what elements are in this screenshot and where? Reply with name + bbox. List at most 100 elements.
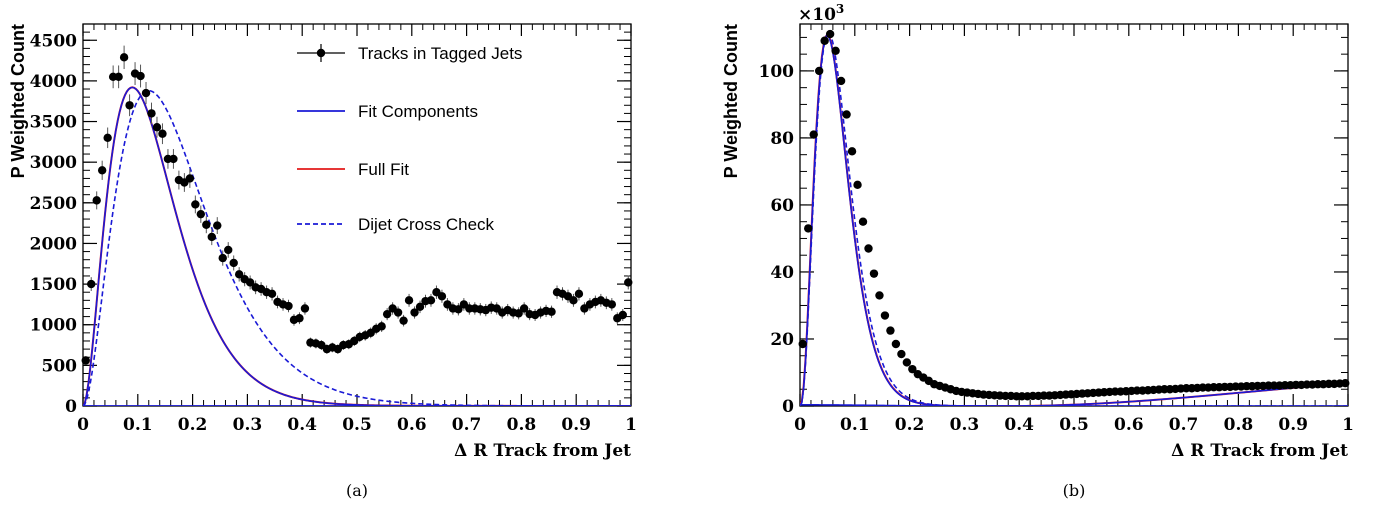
x-tick-label: 0.3 [950,415,980,435]
x-tick-label: 0.9 [561,415,591,435]
data-point [158,129,167,138]
legend-label: Dijet Cross Check [358,215,495,234]
y-tick-label: 1500 [30,275,77,295]
x-tick-label: 0 [794,415,806,435]
data-point [191,200,200,209]
data-point [382,309,392,319]
axis-multiplier-exponent: 3 [836,2,844,16]
fit-component-curve-1 [800,34,1348,406]
data-point [284,301,293,311]
data-point [574,289,584,299]
y-tick-label: 0 [65,397,77,417]
data-point [300,304,310,313]
data-point [207,232,216,242]
x-tick-label: 0.6 [397,415,427,435]
plot-frame [799,23,1349,407]
x-tick-label: 0.5 [1059,415,1089,435]
x-tick-label: 1 [625,415,637,435]
data-point [886,326,895,335]
x-tick-label: 0.5 [342,415,372,435]
legend-label: Tracks in Tagged Jets [358,44,522,63]
data-point [245,278,255,287]
data-point [136,71,145,81]
data-point [1341,379,1350,388]
data-point [393,308,403,317]
legend-label: Fit Components [358,102,478,121]
y-tick-label: 40 [770,263,794,283]
data-point [404,296,414,305]
plot-frame [82,23,632,407]
y-axis-label: P Weighted Count [721,24,741,178]
data-point [836,76,846,86]
x-tick-label: 0.2 [895,415,925,435]
x-tick-label: 0.1 [123,415,153,435]
y-axis-label: P Weighted Count [8,24,28,178]
chart-panel-a: 0 0.1 0.2 0.3 0.4 0.5 0.6 0.7 0.8 0.9 1 0 500 1000 150… [8,23,637,500]
legend-marker-point [316,48,326,58]
x-tick-label: 0.2 [178,415,208,435]
curves-group [800,31,1348,406]
data-point [902,358,912,367]
data-point [514,309,523,318]
data-point [880,311,890,320]
data-point [624,278,633,287]
y-tick-label: 1000 [30,316,77,336]
data-point [92,196,101,205]
data-point [97,166,107,175]
x-tick-label: 0.3 [233,415,263,435]
y-tick-label: 3000 [30,153,77,173]
data-point [809,130,818,139]
y-tick-label: 0 [782,397,794,417]
data-point [196,209,206,219]
data-point [853,180,862,190]
x-tick-label: 0.4 [287,415,317,435]
x-tick-label: 0.7 [1169,415,1199,435]
data-point [804,224,813,233]
x-tick-label: 0.1 [840,415,870,435]
data-point [87,279,96,289]
data-point [410,308,419,317]
dijet-cross-check-curve [800,31,1348,406]
data-point [119,53,129,62]
data-point [454,305,463,314]
data-point [897,349,906,359]
y-tick-label: 500 [42,356,78,376]
data-point [399,316,408,325]
data-point [81,356,90,365]
data-point [114,72,123,82]
data-point [519,304,529,313]
data-point [858,217,868,226]
data-point [864,244,873,253]
y-tick-label: 2000 [30,234,77,254]
data-point [141,88,151,98]
x-tick-label: 0.6 [1114,415,1144,435]
curves-group [83,86,631,406]
x-tick-label: 0.8 [1224,415,1254,435]
x-tick-label: 0.7 [452,415,482,435]
data-point [842,110,851,119]
data-points-group [81,45,633,365]
data-point [125,101,134,110]
y-tick-label: 80 [770,129,794,149]
data-point [426,296,436,305]
x-tick-label: 0.8 [507,415,537,435]
data-point [377,322,386,331]
y-tick-label: 20 [770,330,794,350]
data-point [820,36,829,45]
data-point [825,29,835,39]
data-point [169,154,178,164]
y-tick-label: 4500 [30,31,77,51]
data-point [295,314,304,323]
data-point [547,307,556,316]
data-point [103,133,112,142]
fit-component-curve-2 [800,382,1348,406]
data-point [908,364,917,374]
x-tick-label: 0.4 [1004,415,1034,435]
data-point [415,302,425,312]
x-tick-label: 0 [77,415,89,435]
axis-multiplier: ×103 [798,2,844,25]
data-point [152,123,162,132]
data-point [569,296,578,305]
x-tick-label: 1 [1342,415,1354,435]
